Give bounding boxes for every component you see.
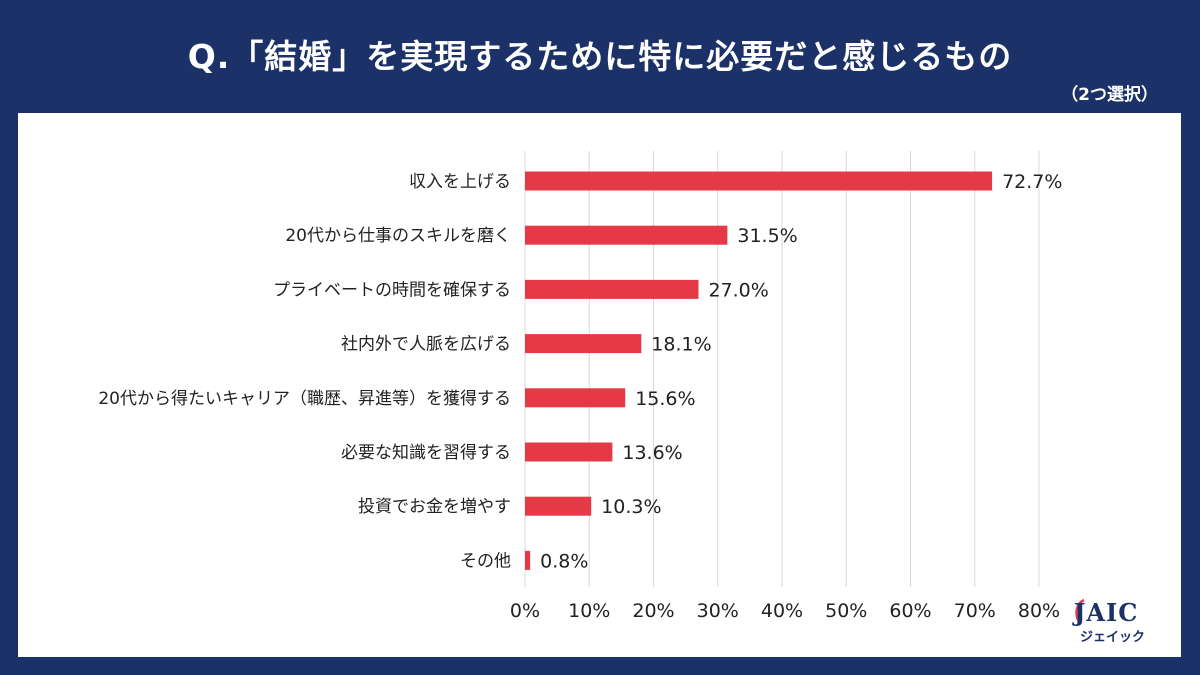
category-label: 社内外で人脈を広げる <box>341 335 511 355</box>
x-tick-label: 60% <box>889 600 931 622</box>
data-label: 13.6% <box>622 442 682 464</box>
category-label: 20代から得たいキャリア（職歴、昇進等）を獲得する <box>98 389 511 409</box>
data-label: 18.1% <box>651 334 711 356</box>
category-label: プライベートの時間を確保する <box>273 280 511 300</box>
data-label: 10.3% <box>601 496 661 518</box>
category-label: 20代から仕事のスキルを磨く <box>285 226 511 246</box>
category-label: 収入を上げる <box>409 172 511 192</box>
data-label: 72.7% <box>1002 171 1062 193</box>
data-label: 27.0% <box>708 279 768 301</box>
x-tick-label: 50% <box>825 600 867 622</box>
bar <box>525 442 613 462</box>
x-tick-label: 80% <box>1018 600 1060 622</box>
logo-swoosh-icon <box>1075 598 1085 625</box>
x-tick-label: 10% <box>568 600 610 622</box>
chart-subtitle: （2つ選択） <box>1061 85 1158 105</box>
bar <box>525 225 728 245</box>
bar <box>525 496 592 516</box>
x-tick-label: 0% <box>510 600 540 622</box>
category-label: 投資でお金を増やす <box>358 497 511 517</box>
logo-wordmark: JAIC <box>1074 598 1139 627</box>
data-label: 31.5% <box>737 225 797 247</box>
bar <box>525 171 993 191</box>
category-label: その他 <box>460 551 511 571</box>
data-label: 0.8% <box>540 550 588 572</box>
x-tick-label: 30% <box>697 600 739 622</box>
jaic-logo: JAIC ジェイック <box>1070 598 1160 650</box>
logo-kana: ジェイック <box>1080 630 1146 645</box>
category-label: 必要な知識を習得する <box>341 443 511 463</box>
chart-panel: 0% 10% 20% 30% 40% 50% 60% 70% 80% 収入を上げる 72.7% 20代… <box>18 113 1181 657</box>
x-tick-label: 40% <box>761 600 803 622</box>
data-label: 15.6% <box>635 388 695 410</box>
x-tick-label: 70% <box>954 600 996 622</box>
bar <box>525 279 699 299</box>
x-tick-label: 20% <box>632 600 674 622</box>
chart-title: Q.「結婚」を実現するために特に必要だと感じるもの <box>187 37 1013 76</box>
bar-chart: 0% 10% 20% 30% 40% 50% 60% 70% 80% 収入を上げる 72.7% 20代… <box>98 151 1062 622</box>
bar <box>525 388 626 408</box>
bar <box>525 550 531 570</box>
bar <box>525 334 642 354</box>
